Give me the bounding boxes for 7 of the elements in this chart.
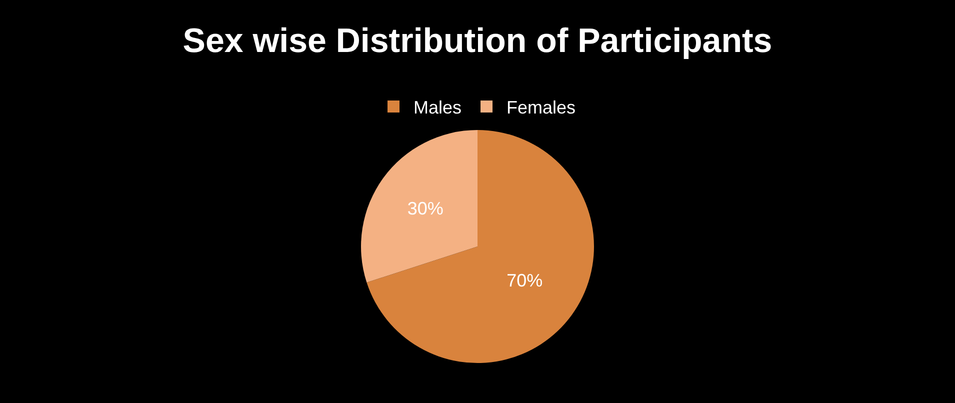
- legend-label: Males: [414, 98, 462, 118]
- pie-slice: [366, 130, 594, 363]
- data-label: 70%: [506, 270, 543, 291]
- chart-title: Sex wise Distribution of Participants: [182, 22, 772, 60]
- data-label: 30%: [407, 198, 444, 219]
- pie-slice: [361, 130, 478, 282]
- legend-label: Females: [506, 98, 576, 118]
